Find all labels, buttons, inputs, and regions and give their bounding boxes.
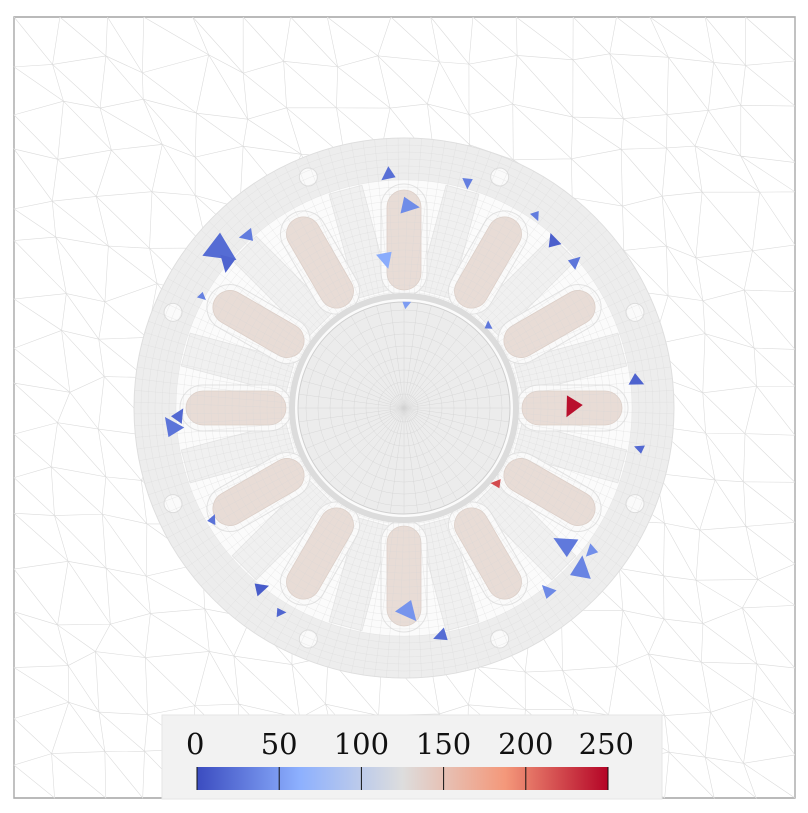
highlighted-element (220, 254, 236, 273)
colorbar-tick-label: 250 (579, 727, 634, 761)
inner-mesh (133, 137, 675, 679)
highlighted-element (548, 233, 562, 248)
colorbar-ticks: 0 50 100 150 200 250 (186, 727, 634, 790)
colorbar-tick-label: 200 (498, 727, 553, 761)
highlighted-element (553, 538, 579, 558)
highlighted-element (196, 291, 206, 300)
rotor-mesh (298, 302, 510, 514)
highlighted-element (634, 445, 645, 454)
colorbar: 0 50 100 150 200 250 (161, 714, 663, 800)
highlighted-element (254, 583, 270, 597)
colorbar-tick-label: 100 (334, 727, 389, 761)
highlighted-element (381, 166, 396, 181)
highlighted-element (566, 395, 583, 418)
highlighted-element (171, 408, 184, 424)
highlighted-element (238, 227, 254, 241)
highlighted-element (462, 177, 473, 190)
colorbar-gradient (197, 767, 608, 790)
colorbar-tick-label: 50 (261, 727, 298, 761)
highlighted-element (207, 514, 216, 526)
highlighted-element (164, 417, 185, 438)
highlighted-element (400, 196, 420, 214)
highlighted-element (529, 210, 539, 222)
highlighted-element (484, 320, 493, 329)
colorbar-tick-label: 0 (186, 727, 204, 761)
highlighted-element (541, 584, 557, 599)
highlighted-element (585, 543, 599, 557)
highlighted-element (570, 555, 591, 579)
highlighted-element (402, 301, 412, 310)
colorbar-tick-label: 150 (416, 727, 471, 761)
highlighted-element (276, 607, 287, 618)
highlighted-element (567, 256, 581, 270)
highlighted-element (394, 599, 417, 622)
rotor-outline (289, 293, 519, 523)
highlighted-element (433, 627, 448, 641)
highlighted-element (376, 251, 392, 269)
highlighted-elements (164, 166, 645, 641)
highlighted-element (628, 373, 645, 385)
highlighted-element (202, 232, 237, 261)
highlighted-element (490, 479, 501, 489)
